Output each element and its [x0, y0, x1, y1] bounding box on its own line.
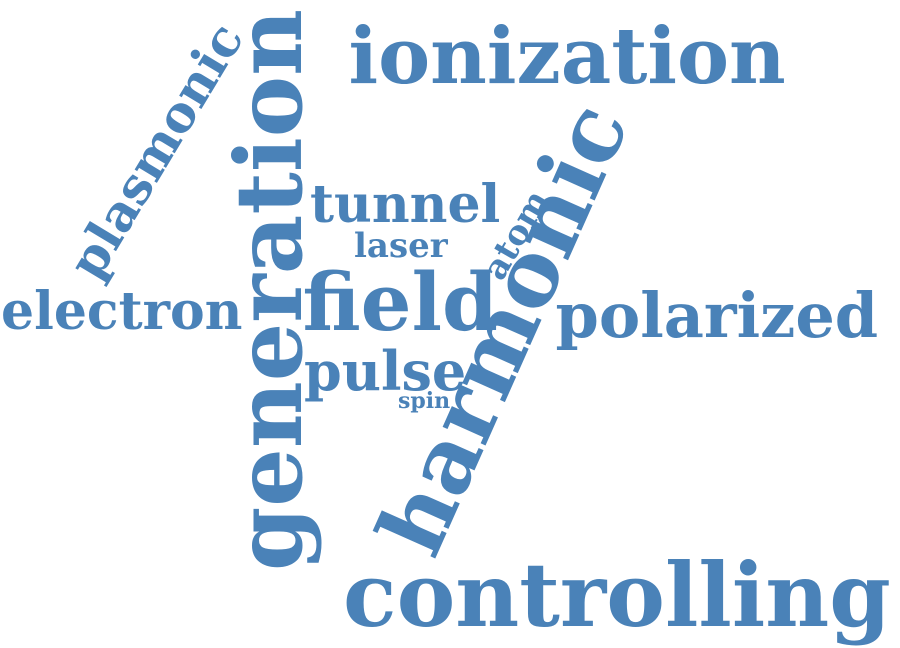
- word-electron: electron: [1, 281, 243, 342]
- word-field: field: [302, 255, 498, 349]
- word-pulse: pulse: [304, 339, 467, 403]
- word-spin: spin: [398, 388, 451, 414]
- word-tunnel: tunnel: [310, 174, 501, 235]
- word-ionization: ionization: [348, 11, 786, 102]
- word-laser: laser: [354, 226, 448, 266]
- word-polarized: polarized: [555, 279, 879, 352]
- word-controlling: controlling: [343, 543, 891, 647]
